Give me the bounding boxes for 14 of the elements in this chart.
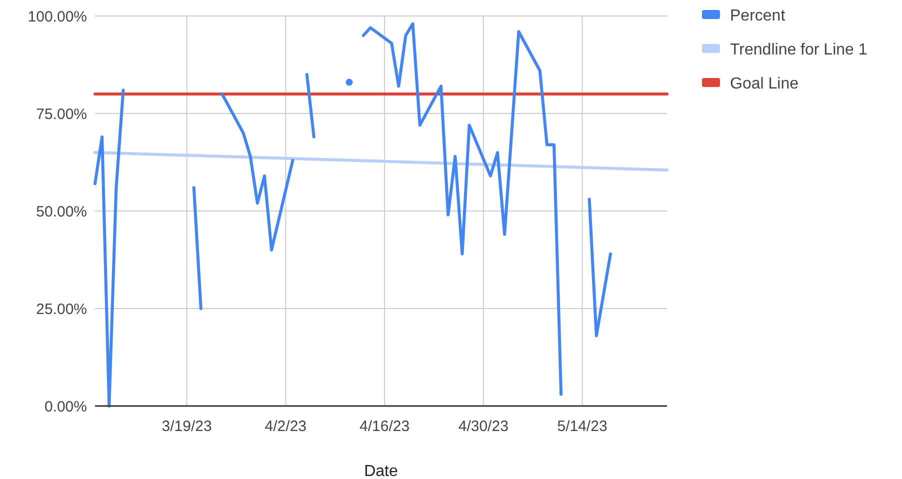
x-tick-label: 4/30/23 bbox=[458, 418, 508, 435]
legend-label: Percent bbox=[730, 8, 786, 25]
y-tick-label: 100.00% bbox=[28, 8, 87, 26]
y-tick-label: 25.00% bbox=[36, 300, 87, 318]
x-tick-label: 4/16/23 bbox=[360, 418, 410, 435]
legend-label: Goal Line bbox=[730, 76, 799, 93]
x-tick-label: 4/2/23 bbox=[264, 418, 307, 435]
x-tick-label: 5/14/23 bbox=[557, 418, 608, 435]
y-tick-label: 0.00% bbox=[44, 398, 87, 416]
y-tick-label: 50.00% bbox=[36, 203, 87, 220]
y-tick-label: 75.00% bbox=[36, 106, 87, 123]
x-tick-label: 3/19/23 bbox=[162, 418, 212, 435]
legend-label: Trendline for Line 1 bbox=[730, 42, 868, 59]
x-axis-title: Date bbox=[364, 463, 398, 479]
